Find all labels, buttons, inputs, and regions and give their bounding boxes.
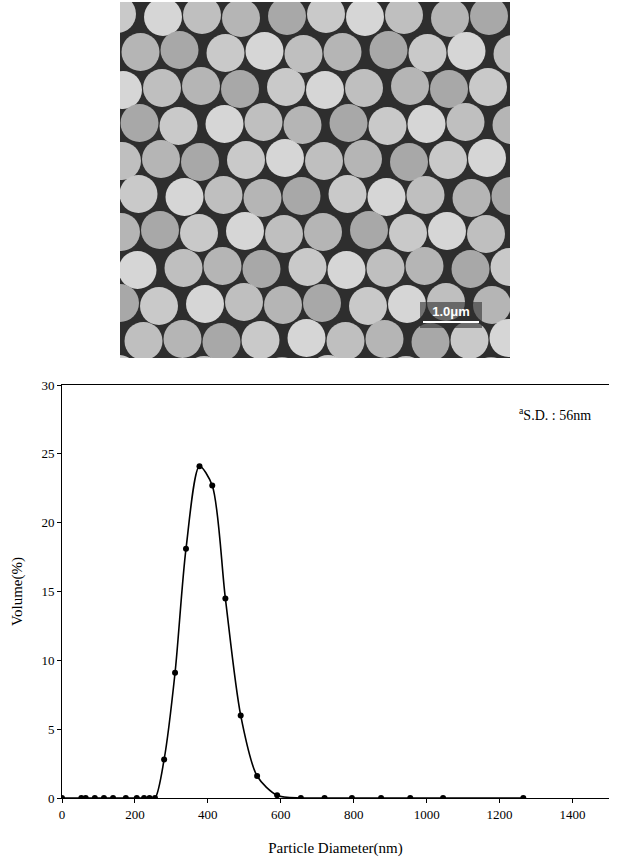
svg-text:5: 5 <box>48 722 55 737</box>
svg-text:​a​S.D. : 56nm: ​a​S.D. : 56nm <box>519 405 591 423</box>
svg-text:200: 200 <box>125 807 145 822</box>
svg-text:25: 25 <box>41 446 54 461</box>
svg-text:30: 30 <box>41 378 54 393</box>
svg-text:400: 400 <box>198 807 218 822</box>
svg-text:Particle Diameter(nm): Particle Diameter(nm) <box>268 840 403 857</box>
svg-text:800: 800 <box>344 807 364 822</box>
svg-text:0: 0 <box>48 791 55 806</box>
svg-text:1400: 1400 <box>560 807 586 822</box>
svg-text:600: 600 <box>271 807 291 822</box>
svg-text:Volume(%): Volume(%) <box>9 557 26 626</box>
svg-text:1000: 1000 <box>414 807 440 822</box>
svg-text:20: 20 <box>41 515 54 530</box>
svg-text:1200: 1200 <box>487 807 513 822</box>
svg-text:10: 10 <box>41 653 54 668</box>
svg-text:1.0μm: 1.0μm <box>432 304 470 319</box>
svg-text:15: 15 <box>41 584 54 599</box>
svg-text:0: 0 <box>59 807 66 822</box>
